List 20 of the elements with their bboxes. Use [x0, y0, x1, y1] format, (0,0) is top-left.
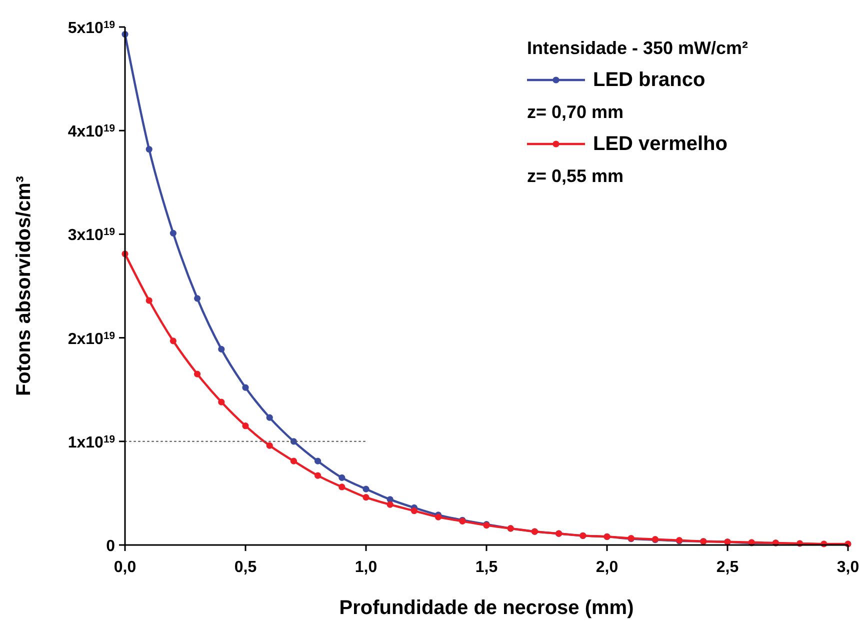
annotation: z= 0,55 mm — [527, 166, 624, 186]
legend-label: LED vermelho — [593, 133, 728, 155]
x-tick-label: 1,5 — [475, 559, 498, 576]
x-tick-label: 3,0 — [836, 559, 860, 576]
y-tick-label: 1x10$^{19}$ — [68, 434, 116, 452]
x-tick-label: 2,0 — [596, 559, 618, 576]
x-tick-label: 0,0 — [114, 559, 136, 576]
y-tick-label: 5x10$^{19}$ — [68, 20, 116, 37]
legend-title: Intensidade - 350 mW/cm² — [527, 38, 748, 58]
y-tick-label: 3x10$^{19}$ — [68, 226, 116, 244]
x-axis-title: Profundidade de necrose (mm) — [339, 597, 634, 619]
x-tick-label: 1,0 — [354, 559, 378, 576]
y-axis-title: Fotons absorvidos/cm³ — [13, 176, 35, 396]
x-tick-label: 2,5 — [716, 559, 739, 576]
y-tick-label: 2x10$^{19}$ — [68, 330, 116, 348]
y-tick-label: 0 — [106, 538, 116, 555]
legend-label: LED branco — [593, 69, 706, 91]
x-tick-label: 0,5 — [234, 559, 257, 576]
annotation: z= 0,70 mm — [527, 102, 624, 122]
y-tick-label: 4x10$^{19}$ — [68, 123, 116, 141]
